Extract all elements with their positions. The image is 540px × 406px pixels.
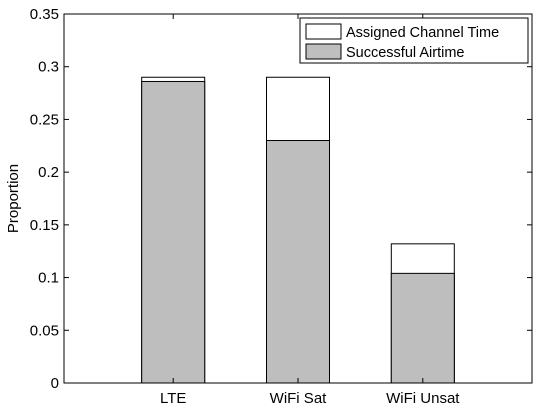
legend-label: Assigned Channel Time [346, 25, 499, 41]
x-tick-label: WiFi Unsat [386, 390, 460, 406]
bars-layer [141, 76, 455, 384]
legend-swatch [305, 23, 342, 40]
axes-layer: 0 0.05 0.1 0.15 0.2 0.25 0.3 0.35 LTE WiFi Sat WiF… [30, 6, 533, 406]
y-tick-label: 0.15 [30, 217, 59, 234]
bar-successful-wifi-unsat [390, 272, 455, 384]
y-axis-label: Proportion [5, 164, 22, 233]
legend: Assigned Channel Time Successful Airtime [299, 17, 529, 64]
y-tick-label: 0.05 [30, 322, 59, 339]
legend-swatch [305, 43, 342, 60]
y-tick-label: 0 [51, 375, 59, 392]
x-tick-label: WiFi Sat [270, 390, 328, 406]
y-tick-label: 0.35 [30, 6, 59, 23]
y-tick-label: 0.1 [38, 270, 59, 287]
bar-successful-wifi-sat [266, 140, 330, 384]
y-tick-label: 0.2 [38, 164, 59, 181]
bar-successful-lte [141, 80, 206, 384]
x-tick-label: LTE [160, 390, 186, 406]
y-tick-label: 0.3 [38, 59, 59, 76]
y-tick-label: 0.25 [30, 111, 59, 128]
legend-label: Successful Airtime [346, 45, 464, 61]
